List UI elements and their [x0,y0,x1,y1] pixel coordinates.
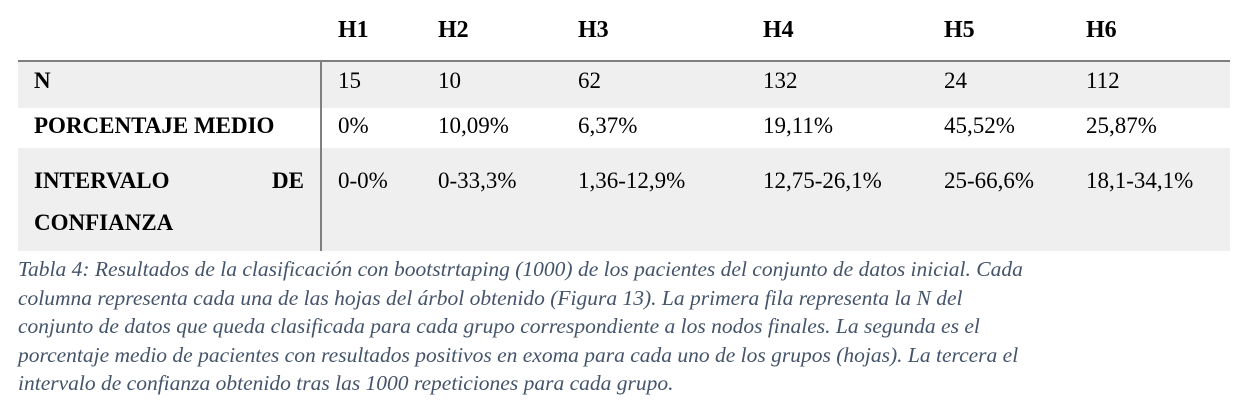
results-table: H1 H2 H3 H4 H5 H6 N 15 10 62 132 24 112 … [18,0,1230,251]
table-cell: 10 [438,68,461,93]
row-label-confianza: CONFIANZA [34,210,174,235]
row-label-n: N [34,68,51,93]
column-header-h5: H5 [944,17,975,43]
table-cell: 18,1-34,1% [1086,168,1194,193]
table-cell: 6,37% [578,113,638,138]
caption-line: columna representa cada una de las hojas… [18,285,963,310]
table-cell: 112 [1086,68,1120,93]
caption-line: porcentaje medio de pacientes con result… [18,342,1019,367]
table-row-intervalo-de-confianza: INTERVALO DE CONFIANZA 0-0% 0-33,3% 1,36… [18,148,1230,251]
column-header-h6: H6 [1086,17,1117,43]
table-cell: 1,36-12,9% [578,168,686,193]
header-divider [18,60,1230,62]
table-cell: 24 [944,68,967,93]
table-cell: 62 [578,68,601,93]
table-cell: 25,87% [1086,113,1157,138]
table-cell: 19,11% [763,113,834,138]
table-caption: Tabla 4: Resultados de la clasificación … [18,255,1218,398]
table-header-row: H1 H2 H3 H4 H5 H6 [18,0,1230,61]
column-header-h1: H1 [338,17,369,43]
caption-line: Tabla 4: Resultados de la clasificación … [18,257,1023,281]
table-cell: 0% [338,113,369,138]
table-row-n: N 15 10 62 132 24 112 [18,61,1230,108]
column-header-h2: H2 [438,17,469,43]
table-cell: 15 [338,68,361,93]
table-cell: 25-66,6% [944,168,1035,193]
table-cell: 0-0% [338,168,388,193]
row-label-de: DE [272,168,304,193]
table-cell: 45,52% [944,113,1015,138]
column-header-h4: H4 [763,17,794,43]
table-cell: 0-33,3% [438,168,517,193]
label-column-divider [320,61,322,251]
table-row-porcentaje-medio: PORCENTAJE MEDIO 0% 10,09% 6,37% 19,11% … [18,108,1230,148]
table-cell: 10,09% [438,113,509,138]
row-label-intervalo: INTERVALO [34,168,170,193]
caption-line: intervalo de confianza obtenido tras las… [18,371,674,395]
table-cell: 132 [763,68,798,93]
column-header-h3: H3 [578,17,609,43]
row-label-porcentaje-medio: PORCENTAJE MEDIO [34,113,275,138]
table-cell: 12,75-26,1% [763,168,882,193]
caption-line: conjunto de datos que queda clasificada … [18,314,980,338]
